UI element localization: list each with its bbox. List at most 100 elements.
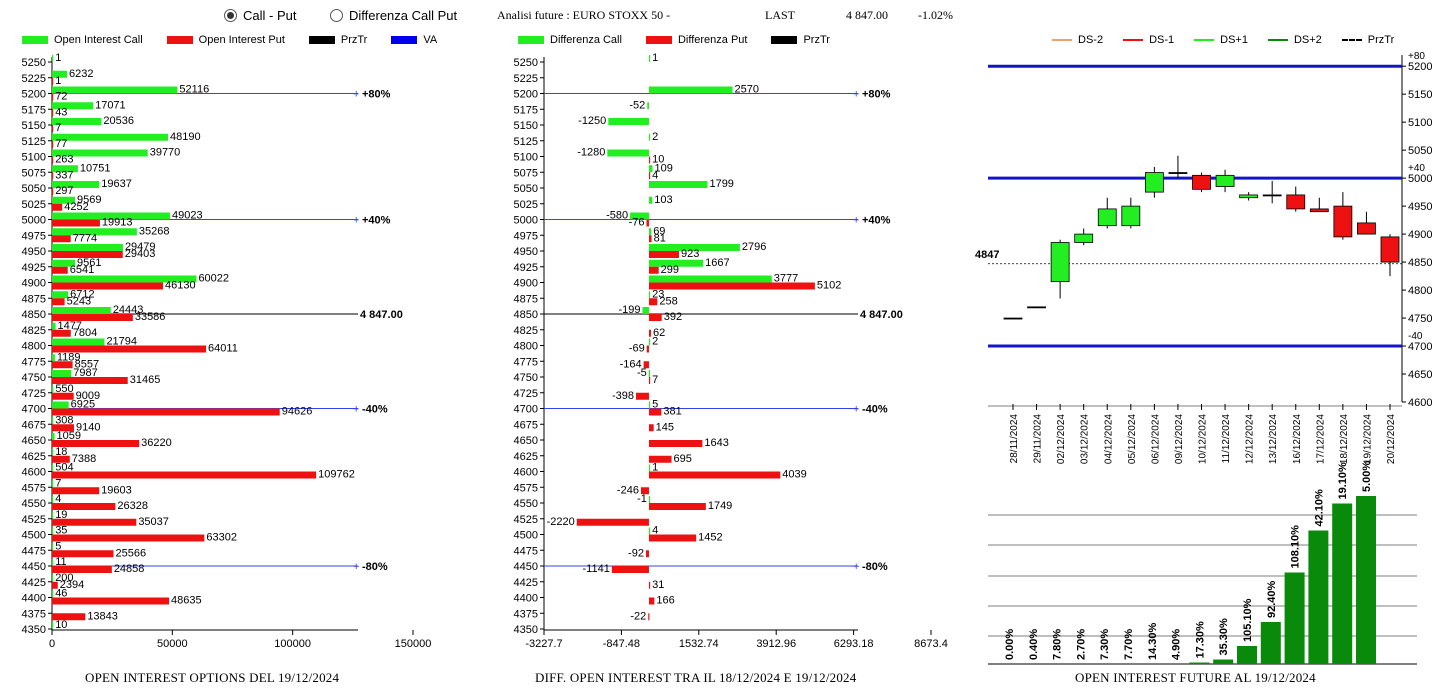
- bar-label-put: 1452: [698, 532, 722, 544]
- legend-swatch-call: [22, 36, 48, 44]
- y-tick-label: 5250: [514, 57, 538, 69]
- bar-put: [52, 109, 54, 117]
- bar-label-put: 13843: [87, 610, 118, 622]
- bar-label-call: 10: [55, 619, 67, 631]
- annotation-arrow: +: [353, 215, 359, 227]
- y-tick-label: 5200: [22, 89, 46, 101]
- candle-body: [1074, 233, 1094, 243]
- bar-label-put: 4039: [782, 469, 806, 481]
- bar-call: [52, 464, 54, 472]
- bar-call: [52, 70, 67, 78]
- bar-label-put: 258: [659, 295, 677, 307]
- date-tick-label: 13/12/2024: [1268, 414, 1279, 464]
- bar-label-call: 1477: [58, 320, 82, 332]
- footer-left: OPEN INTEREST OPTIONS DEL 19/12/2024: [85, 670, 340, 685]
- legend-middle: Differenza Call Differenza Put PrzTr: [518, 34, 830, 46]
- bar-put: [648, 266, 659, 274]
- bar-label-call: 9569: [77, 194, 101, 206]
- bar-label-put: 7: [55, 122, 61, 134]
- y-tick-label: 5150: [22, 120, 46, 132]
- candle-body: [1262, 194, 1282, 197]
- bar-put: [52, 534, 205, 542]
- candle-body: [1168, 172, 1188, 174]
- y-tick-label: 4700: [22, 404, 46, 416]
- bar-label-put: 299: [661, 264, 679, 276]
- y-tick-label: 5075: [22, 167, 46, 179]
- bar-put: [648, 298, 658, 306]
- annotation-arrow: +: [853, 561, 859, 573]
- future-oi-label: 2.70%: [1075, 629, 1087, 660]
- bar-label-put: 6541: [70, 264, 94, 276]
- y-tick-label: 4950: [22, 246, 46, 258]
- bar-label-call: 9561: [77, 257, 101, 269]
- bar-label-call: 1: [652, 52, 658, 64]
- y-tick-label: 5100: [514, 152, 538, 164]
- legend-swatch-prztr: [308, 36, 335, 44]
- bar-label-call: 5: [652, 399, 658, 411]
- future-oi-label: 35.30%: [1218, 618, 1230, 656]
- bar-label-call: 2: [652, 131, 658, 143]
- bar-label-put: 297: [55, 185, 73, 197]
- bar-call: [52, 559, 54, 566]
- y-tick-label: 5150: [514, 120, 538, 132]
- future-oi-bar: [1189, 662, 1210, 664]
- price-tick-label: 4950: [1408, 201, 1432, 213]
- bar-label-put: 4252: [64, 201, 88, 213]
- bar-label-put: 1: [55, 75, 61, 87]
- price-tick-label: 4650: [1408, 369, 1432, 381]
- bar-call: [648, 291, 651, 299]
- bar-label-call: 52116: [179, 84, 209, 96]
- bar-call: [52, 196, 76, 204]
- bar-label-put: 94626: [282, 406, 313, 418]
- future-oi-bar: [1237, 646, 1257, 664]
- y-tick-label: 4500: [514, 530, 538, 542]
- y-tick-label: 4600: [22, 467, 46, 479]
- bar-label-put: 5243: [67, 295, 91, 307]
- date-tick-label: 06/12/2024: [1150, 414, 1161, 464]
- y-tick-label: 5100: [22, 152, 46, 164]
- bar-put: [52, 377, 128, 384]
- y-tick-label: 4375: [22, 608, 46, 620]
- annotation-label: 4 847.00: [860, 309, 903, 321]
- bar-put: [648, 408, 662, 416]
- bar-label-call: 10751: [80, 162, 111, 174]
- radio-diff-call-put[interactable]: Differenza Call Put: [330, 8, 457, 23]
- bar-call: [52, 228, 137, 236]
- bar-call: [648, 244, 740, 251]
- bar-put: [52, 613, 86, 621]
- future-oi-bar: [1284, 572, 1305, 664]
- bar-put: [52, 503, 116, 510]
- bar-put: [648, 581, 651, 589]
- future-oi-bar: [1356, 496, 1376, 664]
- future-oi-label: 19.10%: [1337, 462, 1349, 500]
- x-tick-label: 6293.18: [834, 638, 874, 650]
- future-oi-label: 14.30%: [1147, 622, 1159, 660]
- legend-prztr3: PrzTr: [1367, 34, 1395, 46]
- y-tick-label: 4600: [514, 467, 538, 479]
- bar-label-call: 20536: [103, 115, 134, 127]
- bar-label-call: -1: [637, 493, 647, 505]
- bar-label-put: 1643: [704, 437, 728, 449]
- date-tick-label: 04/12/2024: [1103, 414, 1114, 464]
- future-oi-label: 0.40%: [1028, 629, 1040, 660]
- bar-label-call: 308: [55, 414, 73, 426]
- bar-call: [648, 228, 652, 236]
- radio-call-put[interactable]: Call - Put: [224, 8, 296, 23]
- bar-label-put: 26328: [117, 500, 148, 512]
- bar-put: [648, 314, 662, 321]
- bar-label-put: 29403: [125, 248, 156, 260]
- radio-unselected-icon[interactable]: [330, 9, 343, 22]
- bar-call: [52, 354, 55, 362]
- legend-va: VA: [423, 34, 438, 46]
- date-tick-label: 16/12/2024: [1292, 414, 1303, 464]
- radio-selected-icon[interactable]: [224, 9, 237, 22]
- price-tick-label: 5100: [1408, 117, 1432, 129]
- date-tick-label: 18/12/2024: [1339, 414, 1350, 464]
- last-price-label: 4847: [975, 249, 999, 261]
- last-label: LAST: [765, 8, 795, 22]
- y-tick-label: 4375: [514, 608, 538, 620]
- bar-call: [648, 338, 651, 346]
- price-tick-label: 4900: [1408, 229, 1432, 241]
- bar-put: [52, 298, 65, 306]
- y-tick-label: 5175: [22, 104, 46, 116]
